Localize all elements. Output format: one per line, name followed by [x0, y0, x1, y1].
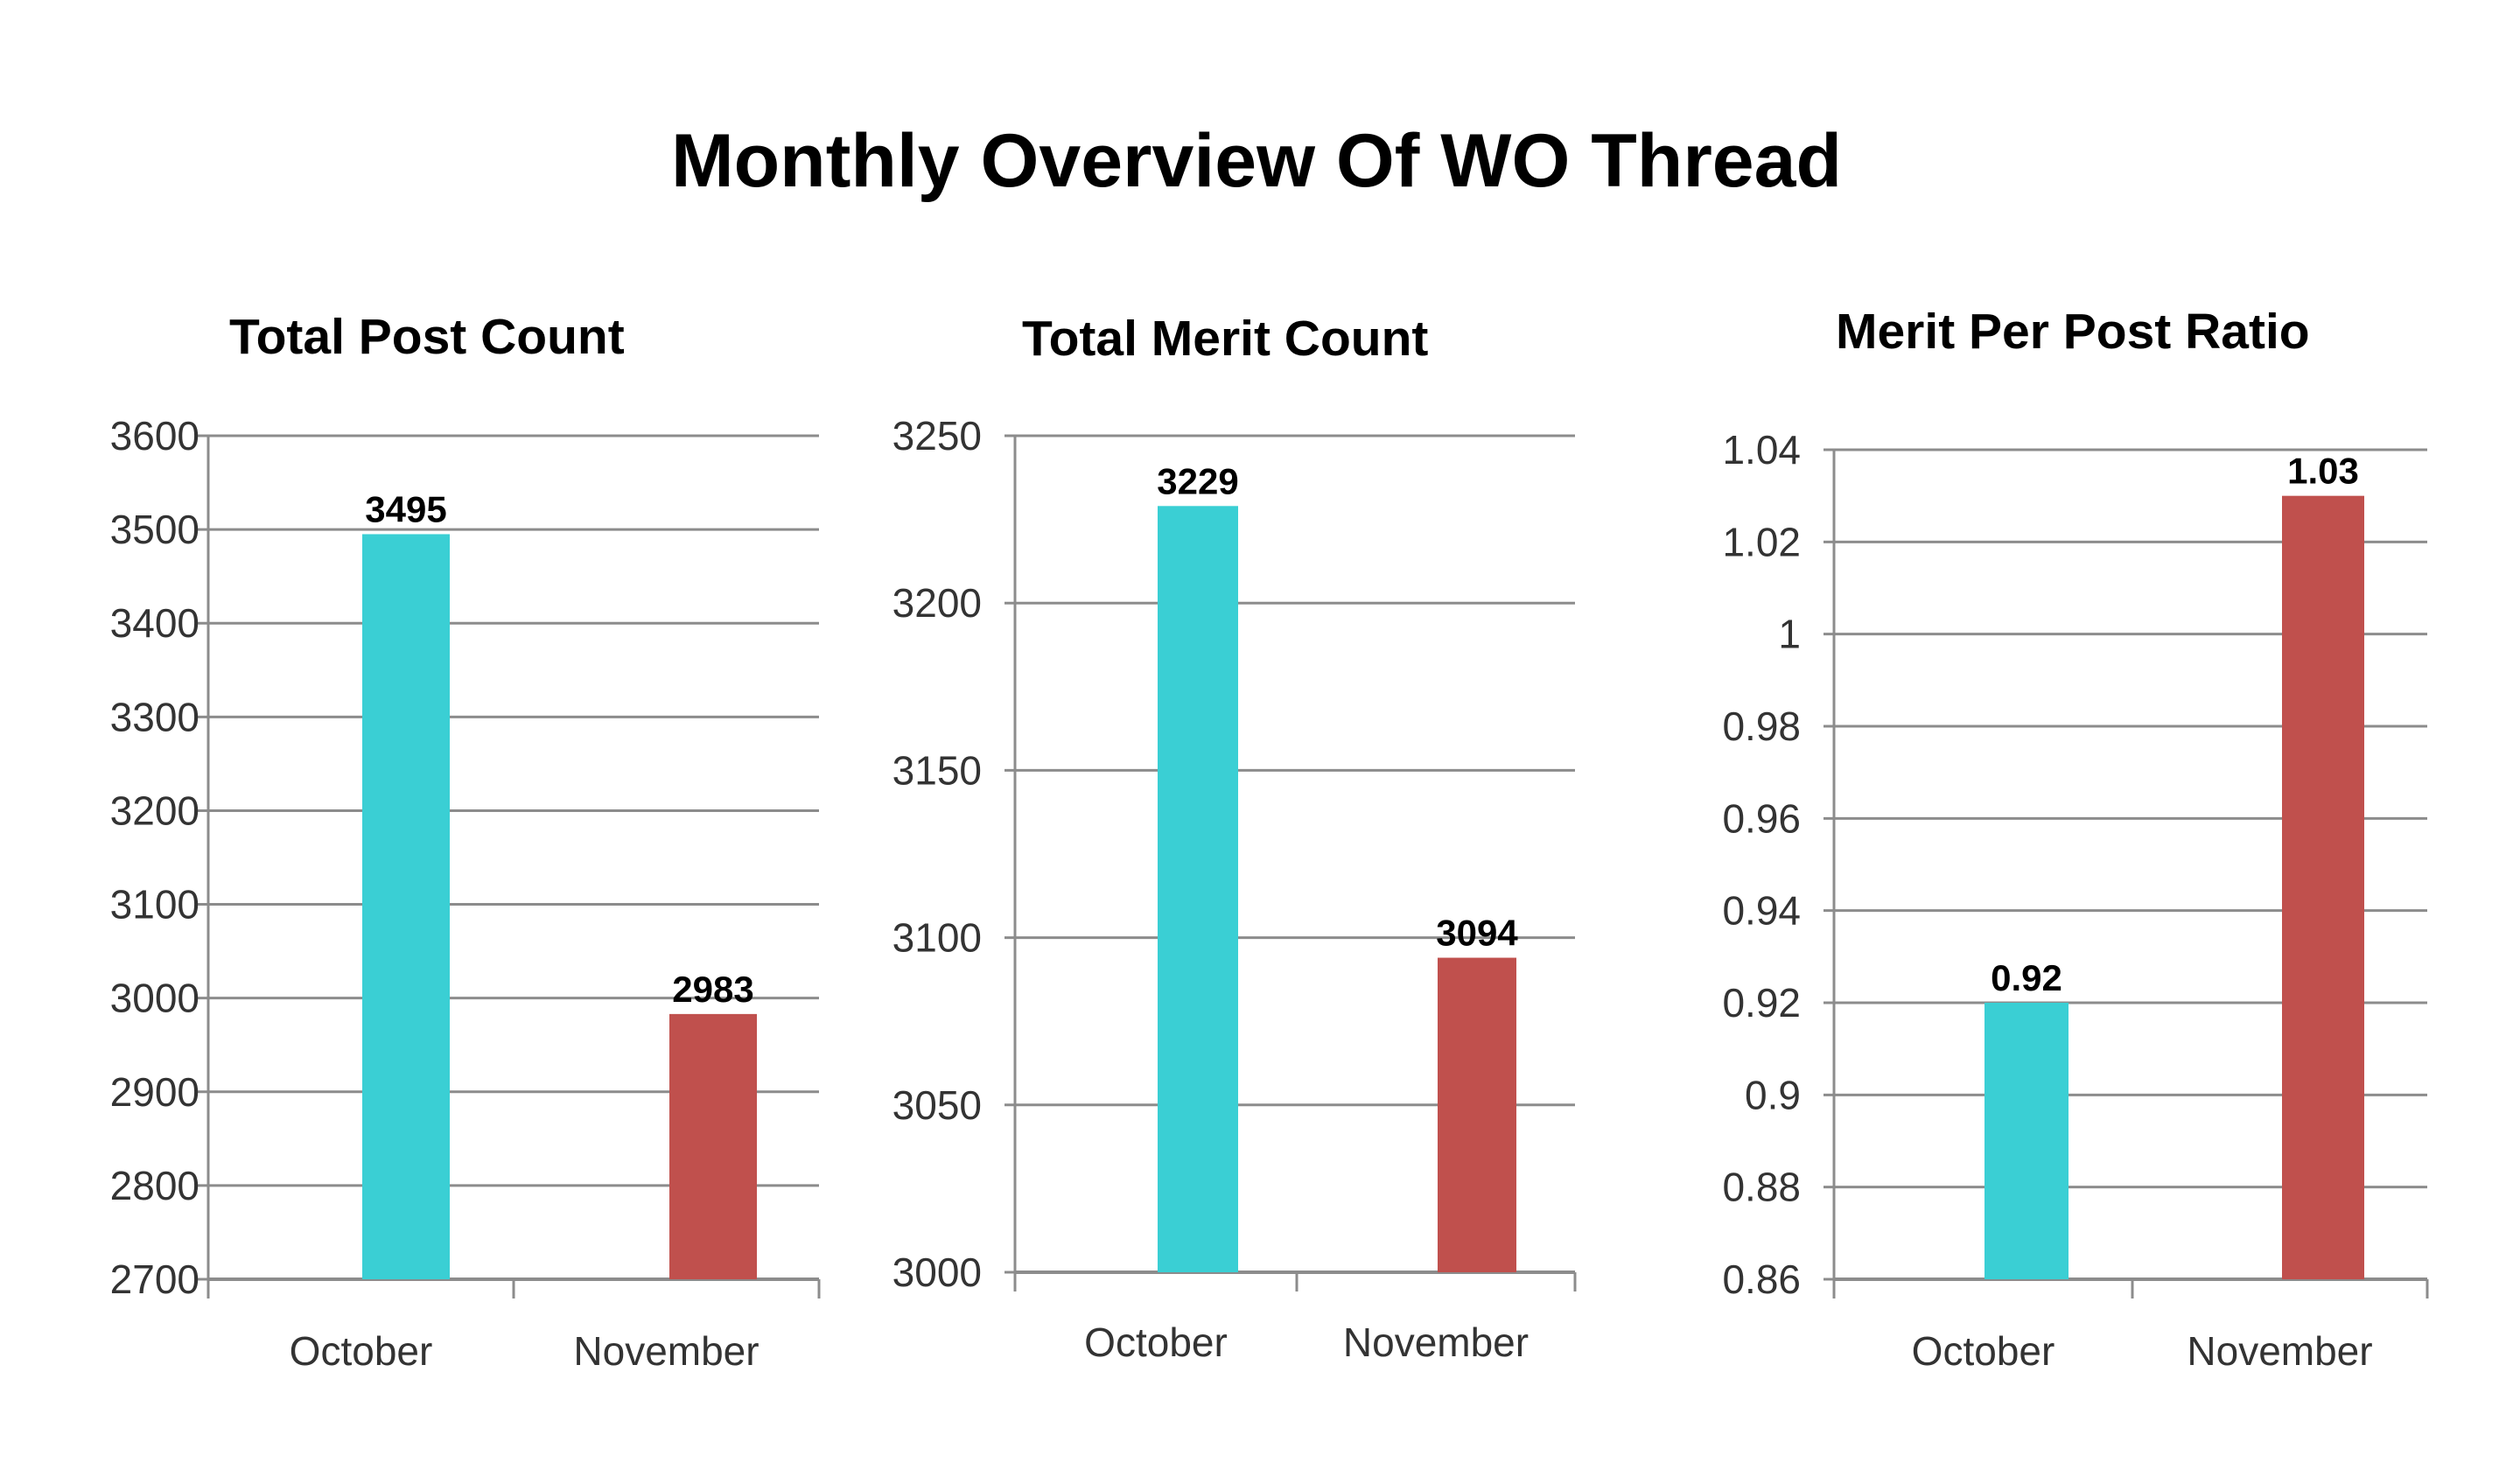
- bar-november: [1438, 957, 1516, 1272]
- x-tick-label: November: [2187, 1328, 2372, 1374]
- y-tick-label: 1.02: [1722, 519, 1801, 564]
- y-tick-label: 3400: [110, 600, 200, 646]
- y-tick-label: 0.92: [1722, 980, 1801, 1026]
- bar-october: [362, 534, 450, 1279]
- main-title: Monthly Overview Of WO Thread: [671, 119, 1842, 203]
- chart-title-total-post-count: Total Post Count: [229, 309, 625, 365]
- x-tick-label: October: [1084, 1320, 1228, 1365]
- x-tick-label: October: [290, 1328, 433, 1374]
- x-tick-label: November: [1343, 1320, 1529, 1365]
- y-tick-label: 3000: [110, 976, 200, 1021]
- data-label: 2983: [672, 969, 753, 1010]
- chart-2-group: 0.86 0.88 0.9 0.92 0.94 0.96 0.98 1 1.02 1.04 0.92…: [1722, 427, 2429, 1374]
- y-tick-label: 2900: [110, 1069, 200, 1115]
- chart-0-group: 2700 2800 2900 3000 3100 3200 3300 3400 3500 3600…: [110, 413, 821, 1374]
- y-tick-label: 3200: [110, 788, 200, 833]
- y-tick-label: 0.94: [1722, 888, 1801, 934]
- y-tick-label: 0.98: [1722, 704, 1801, 749]
- chart-title-merit-per-post-ratio: Merit Per Post Ratio: [1836, 304, 2310, 360]
- bar-october: [1158, 506, 1238, 1272]
- bar-november: [2282, 495, 2364, 1279]
- data-label: 3094: [1436, 913, 1518, 954]
- data-label: 3495: [365, 488, 446, 529]
- y-tick-label: 0.9: [1745, 1072, 1801, 1117]
- y-tick-label: 3300: [110, 694, 200, 739]
- y-tick-label: 3600: [110, 413, 200, 458]
- y-tick-label: 3100: [110, 882, 200, 928]
- y-tick-label: 3050: [892, 1082, 982, 1128]
- y-tick-label: 1.04: [1722, 427, 1801, 472]
- y-tick-label: 3200: [892, 580, 982, 626]
- y-tick-label: 3150: [892, 747, 982, 793]
- chart-1-group: 3000 3050 3100 3150 3200 3250 3229 October 3094 N…: [892, 413, 1577, 1365]
- bar-november: [669, 1013, 757, 1279]
- y-tick-label: 0.96: [1722, 795, 1801, 841]
- y-tick-label: 3250: [892, 413, 982, 458]
- y-tick-label: 0.88: [1722, 1165, 1801, 1210]
- bar-october: [1984, 1003, 2068, 1279]
- data-label: 1.03: [2287, 451, 2359, 492]
- data-label: 0.92: [1991, 957, 2062, 998]
- x-tick-label: November: [573, 1328, 759, 1374]
- y-tick-label: 2700: [110, 1256, 200, 1302]
- chart-title-total-merit-count: Total Merit Count: [1022, 311, 1429, 367]
- y-tick-label: 2800: [110, 1163, 200, 1208]
- data-label: 3229: [1157, 460, 1238, 501]
- y-tick-label: 1: [1778, 612, 1801, 657]
- y-tick-label: 3000: [892, 1250, 982, 1295]
- y-tick-label: 3500: [110, 507, 200, 552]
- x-tick-label: October: [1912, 1328, 2055, 1374]
- y-tick-label: 3100: [892, 915, 982, 961]
- y-tick-label: 0.86: [1722, 1256, 1801, 1302]
